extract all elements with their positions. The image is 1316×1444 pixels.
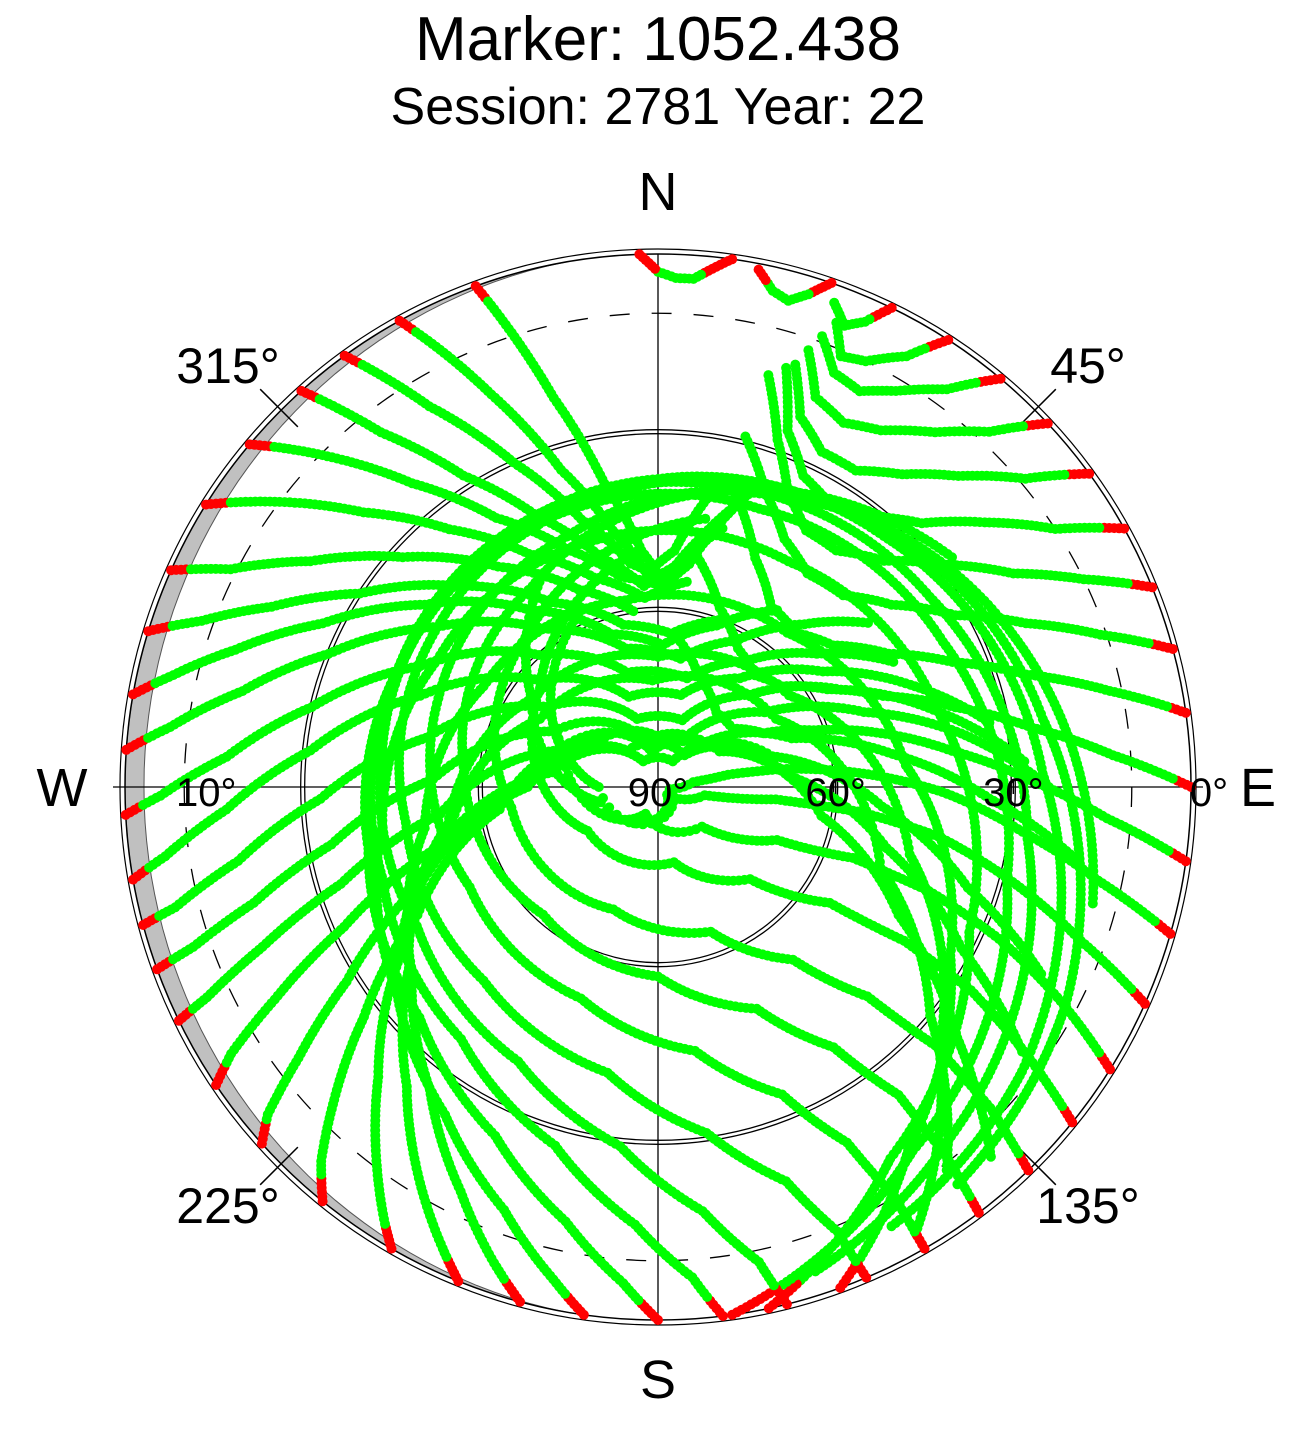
track-end-point-3 — [717, 523, 728, 534]
track-end-point-5 — [681, 576, 692, 587]
chart-title: Marker: 1052.438 — [415, 5, 901, 74]
azimuth-tick-135 — [1017, 1146, 1057, 1186]
satellite-tracks — [120, 249, 1196, 1325]
track-end-point-22 — [727, 1309, 738, 1320]
azimuth-tick-315 — [259, 388, 299, 428]
track-end-point-21 — [763, 1303, 774, 1314]
track-end-point-20 — [835, 1282, 846, 1293]
azimuth-tick-45 — [1017, 388, 1057, 428]
azimuth-tick-225 — [259, 1146, 299, 1186]
track-end-point-23 — [810, 1266, 821, 1277]
chart-subtitle: Session: 2781 Year: 22 — [391, 78, 926, 136]
track-end-point-6 — [628, 606, 639, 617]
